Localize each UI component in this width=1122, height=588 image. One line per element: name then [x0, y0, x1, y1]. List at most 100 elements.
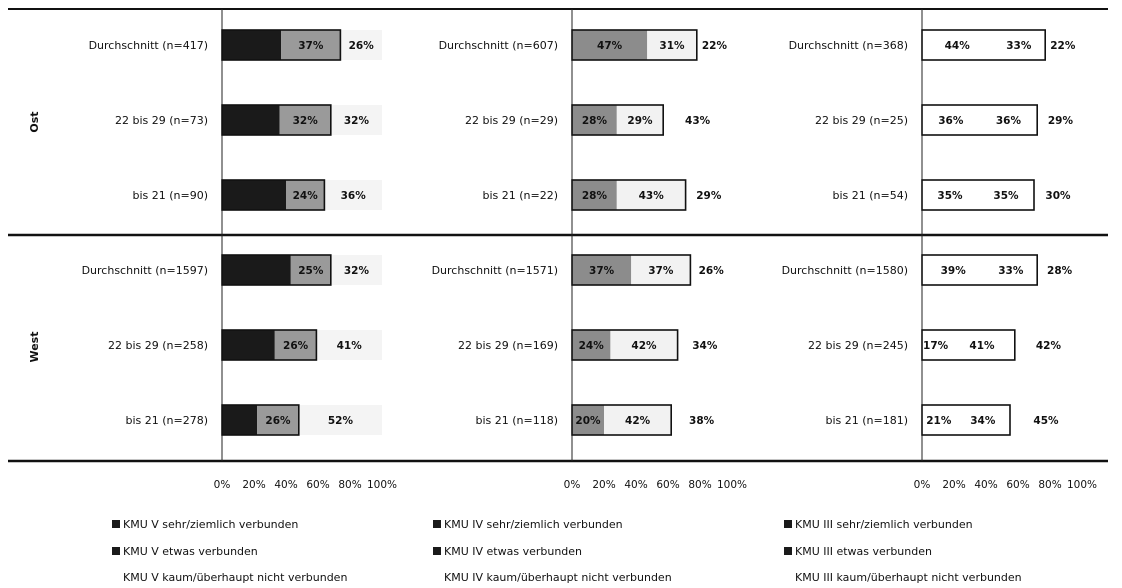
bar-segment: [572, 105, 617, 135]
data-label: 45%: [1033, 415, 1059, 427]
data-label: 17%: [923, 340, 949, 352]
bar-segment: [340, 30, 382, 60]
data-label: 22%: [1050, 40, 1076, 52]
bar-segment: [257, 405, 299, 435]
data-label: 31%: [659, 40, 685, 52]
x-tick-label: 60%: [1006, 479, 1029, 491]
data-label: 35%: [993, 190, 1019, 202]
bar-segment: [984, 255, 1038, 285]
x-tick-label: 80%: [688, 479, 711, 491]
bar-segment: [572, 330, 611, 360]
legend-label: KMU V sehr/ziemlich verbunden: [123, 518, 299, 531]
bar-outline: [571, 104, 664, 136]
bar-segment: [922, 30, 993, 60]
category-label: 22 bis 29 (n=169): [458, 339, 558, 352]
bar-outline: [221, 329, 318, 361]
bar-outline: [921, 254, 1038, 286]
data-label: 38%: [689, 415, 715, 427]
bar-segment: [949, 330, 1015, 360]
data-label: 47%: [597, 40, 623, 52]
bar-segment: [616, 180, 686, 210]
x-tick-label: 20%: [942, 479, 965, 491]
bar-segment: [330, 105, 382, 135]
bar-segment: [922, 405, 956, 435]
category-label: 22 bis 29 (n=73): [115, 114, 208, 127]
data-label: 52%: [328, 415, 354, 427]
data-label: 20%: [575, 415, 601, 427]
legend-item: KMU V kaum/überhaupt nicht verbunden: [112, 571, 347, 584]
bar-segment: [696, 30, 732, 60]
region-label-ost: Ost: [28, 111, 41, 132]
bar-segment: [316, 330, 382, 360]
bar-segment: [1010, 405, 1082, 435]
x-tick-label: 0%: [564, 479, 581, 491]
category-label: 22 bis 29 (n=245): [808, 339, 908, 352]
data-label: 37%: [589, 265, 615, 277]
data-label: 29%: [696, 190, 722, 202]
bar-outline: [921, 104, 1038, 136]
bar-segment: [222, 330, 275, 360]
data-label: 42%: [631, 340, 657, 352]
legend-item: KMU IV kaum/überhaupt nicht verbunden: [433, 571, 672, 584]
bar-segment: [978, 180, 1034, 210]
bar-segment: [330, 255, 382, 285]
data-label: 37%: [298, 40, 324, 52]
bar-segment: [572, 180, 617, 210]
data-label: 26%: [699, 265, 725, 277]
legend-item: KMU III etwas verbunden: [784, 545, 932, 558]
legend-item: KMU V etwas verbunden: [112, 545, 258, 558]
legend-label: KMU V kaum/überhaupt nicht verbunden: [123, 571, 348, 584]
data-label: 33%: [998, 265, 1024, 277]
bar-segment: [1034, 180, 1082, 210]
bar-segment: [610, 330, 678, 360]
bar-outline: [921, 29, 1046, 61]
data-label: 32%: [293, 115, 319, 127]
category-label: bis 21 (n=22): [482, 189, 558, 202]
bar-outline: [571, 404, 672, 436]
data-label: 32%: [344, 115, 370, 127]
legend-item: KMU IV sehr/ziemlich verbunden: [433, 518, 623, 531]
bar-outline: [571, 29, 698, 61]
category-label: bis 21 (n=118): [475, 414, 558, 427]
x-tick-label: 100%: [1067, 479, 1097, 491]
data-label: 41%: [337, 340, 363, 352]
data-label: 37%: [648, 265, 674, 277]
bar-segment: [955, 405, 1010, 435]
data-label: 24%: [579, 340, 605, 352]
data-label: 28%: [582, 190, 608, 202]
bar-outline: [921, 179, 1035, 211]
stacked-bar-chart: Ost West Durchschnitt (n=417) 37% 26% 22 bis …: [8, 8, 1108, 491]
data-label: 26%: [283, 340, 309, 352]
bar-outline: [221, 29, 342, 61]
data-label: 44%: [945, 40, 971, 52]
legend-label: KMU III etwas verbunden: [795, 545, 932, 558]
bar-segment: [647, 30, 697, 60]
data-label: 36%: [938, 115, 964, 127]
category-label: Durchschnitt (n=607): [439, 39, 558, 52]
x-tick-label: 60%: [306, 479, 329, 491]
bar-segment: [922, 105, 980, 135]
data-label: 35%: [937, 190, 963, 202]
data-label: 34%: [970, 415, 996, 427]
legend-item: KMU III kaum/überhaupt nicht verbunden: [784, 571, 1022, 584]
data-label: 43%: [685, 115, 711, 127]
bar-segment: [222, 405, 258, 435]
legend-swatch: [784, 520, 792, 528]
bar-segment: [690, 255, 732, 285]
bar-segment: [922, 255, 985, 285]
x-tick-label: 40%: [974, 479, 997, 491]
legend-label: KMU IV sehr/ziemlich verbunden: [444, 518, 623, 531]
bar-segment: [572, 405, 604, 435]
data-label: 22%: [702, 40, 728, 52]
bar-segment: [671, 405, 732, 435]
bar-segment: [222, 255, 291, 285]
legend-label: KMU IV etwas verbunden: [444, 545, 583, 558]
data-label: 30%: [1045, 190, 1071, 202]
category-label: Durchschnitt (n=1597): [82, 264, 208, 277]
legend-item: KMU III sehr/ziemlich verbunden: [784, 518, 973, 531]
legend-label: KMU III kaum/überhaupt nicht verbunden: [795, 571, 1022, 584]
bar-segment: [222, 105, 280, 135]
x-tick-label: 40%: [274, 479, 297, 491]
x-tick-label: 0%: [914, 479, 931, 491]
data-label: 39%: [941, 265, 967, 277]
